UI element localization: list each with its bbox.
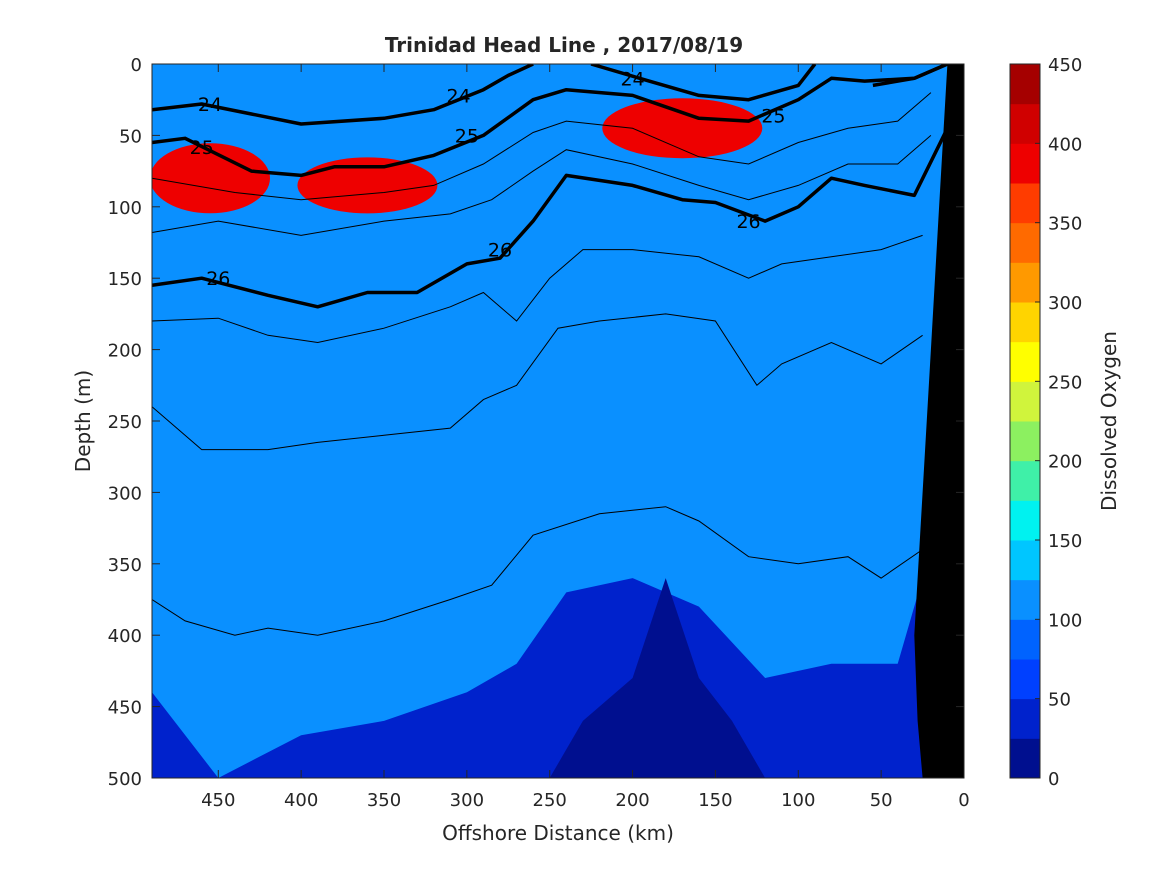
colorbar-tick-label: 250 — [1048, 372, 1082, 393]
colorbar-swatch — [1010, 698, 1040, 739]
colorbar-swatch — [1010, 500, 1040, 541]
y-axis: 0 50 100 150 200 250 300 350 400 450 500 — [108, 55, 964, 790]
chart-title: Trinidad Head Line , 2017/08/19 — [385, 33, 743, 57]
contour-label: 25 — [455, 125, 479, 147]
x-tick-label: 100 — [781, 790, 815, 811]
x-axis: 450 400 350 300 250 200 150 100 50 0 — [201, 64, 970, 811]
x-tick-label: 350 — [367, 790, 401, 811]
y-tick-label: 400 — [108, 626, 142, 647]
colorbar-tick-label: 0 — [1048, 769, 1059, 790]
x-tick-label: 200 — [615, 790, 649, 811]
colorbar-label: Dissolved Oxygen — [1097, 331, 1121, 511]
colorbar-tick-label: 300 — [1048, 293, 1082, 314]
x-tick-label: 450 — [201, 790, 235, 811]
colorbar-swatch — [1010, 64, 1040, 105]
colorbar-swatch — [1010, 143, 1040, 184]
y-tick-label: 450 — [108, 698, 142, 719]
bathymetry-wedge — [914, 64, 964, 778]
colorbar-swatch — [1010, 103, 1040, 144]
colorbar-swatch — [1010, 302, 1040, 343]
density-contour-thin — [152, 506, 923, 636]
y-tick-label: 350 — [108, 555, 142, 576]
colorbar-swatch — [1010, 579, 1040, 620]
contour-label: 25 — [761, 105, 785, 127]
y-tick-label: 200 — [108, 341, 142, 362]
contour-label: 25 — [190, 137, 214, 159]
x-tick-label: 150 — [698, 790, 732, 811]
thin-density-lines — [152, 92, 932, 636]
oxygen-fill-band — [152, 64, 948, 778]
density-contour-thin — [152, 92, 932, 201]
colorbar-swatch — [1010, 540, 1040, 581]
contour-labels: 24 24 24 25 25 25 26 26 26 — [190, 68, 786, 290]
density-contour-thin — [152, 135, 932, 236]
colorbar-swatch — [1010, 460, 1040, 501]
x-tick-label: 250 — [533, 790, 567, 811]
contour-label: 24 — [198, 94, 222, 116]
colorbar-tick-label: 150 — [1048, 531, 1082, 552]
x-tick-label: 300 — [450, 790, 484, 811]
density-contour-thin — [152, 234, 923, 344]
oxygen-fill-band — [549, 578, 766, 778]
contour-label: 26 — [206, 268, 230, 290]
colorbar-frame — [1009, 63, 1041, 779]
contour-label-text: 25 — [190, 137, 214, 159]
colorbar-tick-label: 450 — [1048, 55, 1082, 76]
contour-label: 26 — [488, 240, 512, 262]
colorbar-tick-label: 100 — [1048, 610, 1082, 631]
colorbar-tick-label: 400 — [1048, 134, 1082, 155]
colorbar-tick-label: 200 — [1048, 452, 1082, 473]
colorbar-swatch — [1010, 381, 1040, 422]
density-contour-26 — [152, 127, 949, 309]
oxygen-fill-band — [297, 157, 438, 214]
contour-label: 26 — [736, 211, 760, 233]
density-contour-thin — [152, 313, 923, 451]
colorbar: 0 50 100 150 200 250 300 350 400 450 — [1009, 55, 1082, 790]
oxygen-fill-band — [602, 98, 763, 159]
density-contour-24 — [152, 64, 534, 126]
contour-label: 24 — [620, 68, 644, 90]
contour-label-text: 25 — [455, 125, 479, 147]
contour-label-text: 24 — [620, 68, 644, 90]
bold-density-lines — [152, 64, 949, 309]
y-tick-label: 100 — [108, 198, 142, 219]
bathymetry-mask — [914, 64, 964, 778]
density-contour-24 — [590, 64, 817, 102]
x-axis-label: Offshore Distance (km) — [442, 821, 674, 845]
colorbar-tick-label: 350 — [1048, 214, 1082, 235]
y-axis-label: Depth (m) — [71, 370, 95, 472]
density-contour-25 — [152, 64, 949, 178]
oxygen-fill-layers — [152, 64, 948, 778]
contour-label-text: 26 — [206, 268, 230, 290]
contour-label-text: 26 — [488, 240, 512, 262]
contour-label-text: 24 — [446, 85, 470, 107]
x-tick-label: 0 — [958, 790, 969, 811]
colorbar-tick-label: 50 — [1048, 690, 1071, 711]
y-tick-label: 300 — [108, 483, 142, 504]
y-tick-label: 500 — [108, 769, 142, 790]
colorbar-swatch — [1010, 738, 1040, 779]
x-tick-label: 50 — [870, 790, 893, 811]
y-tick-label: 150 — [108, 269, 142, 290]
colorbar-swatch — [1010, 619, 1040, 660]
colorbar-swatch — [1010, 183, 1040, 224]
colorbar-swatch — [1010, 262, 1040, 303]
contour-label-text: 26 — [736, 211, 760, 233]
contour-label: 24 — [446, 85, 470, 107]
contour-label-text: 24 — [198, 94, 222, 116]
y-tick-label: 0 — [131, 55, 142, 76]
colorbar-swatch — [1010, 421, 1040, 462]
y-tick-label: 50 — [119, 126, 142, 147]
colorbar-swatch — [1010, 341, 1040, 382]
y-tick-label: 250 — [108, 412, 142, 433]
x-tick-label: 400 — [284, 790, 318, 811]
contour-label-text: 25 — [761, 105, 785, 127]
colorbar-swatch — [1010, 659, 1040, 700]
oxygen-fill-band — [152, 143, 270, 214]
colorbar-swatch — [1010, 222, 1040, 263]
